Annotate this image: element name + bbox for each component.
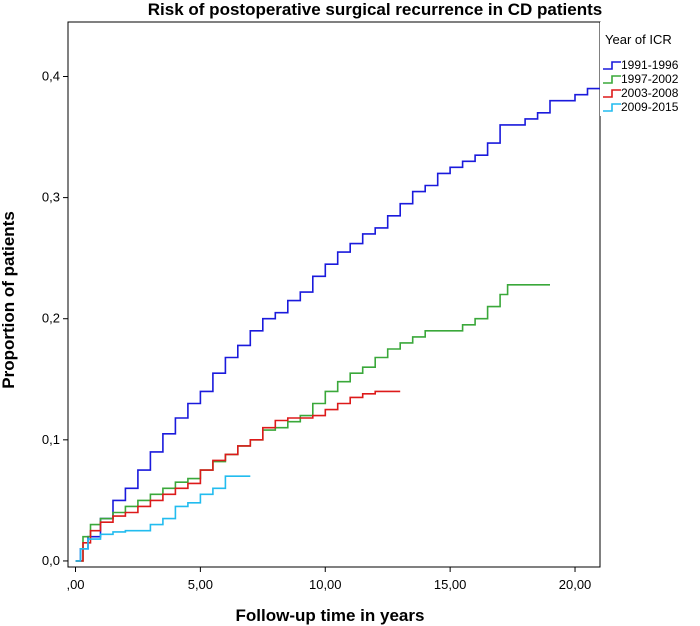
legend-item-label: 1991-1996 [621, 58, 679, 72]
legend-swatch [603, 103, 621, 112]
y-tick-label: 0,2 [42, 311, 60, 326]
legend-item-label: 1997-2002 [621, 72, 679, 86]
plot-frame [67, 21, 601, 568]
legend-item-label: 2003-2008 [621, 86, 679, 100]
chart-title: Risk of postoperative surgical recurrenc… [147, 0, 603, 19]
x-tick-label: 5,00 [188, 577, 213, 592]
x-tick-label: 20,00 [559, 577, 592, 592]
series-line-2003-2008 [75, 390, 401, 562]
series-line-1991-1996 [75, 87, 600, 562]
legend-item-label: 2009-2015 [621, 100, 679, 114]
y-tick-label: 0,1 [42, 432, 60, 447]
series-line-1997-2002 [75, 284, 550, 562]
legend-box [600, 22, 700, 116]
y-tick-label: 0,4 [42, 69, 60, 84]
y-tick-label: 0,0 [42, 553, 60, 568]
x-tick-label: 10,00 [309, 577, 342, 592]
y-axis-label: Proportion of patients [0, 211, 18, 389]
x-axis-label: Follow-up time in years [236, 606, 425, 625]
legend-swatch [603, 89, 621, 98]
axis-ticks: ,00 5,00 10,00 15,00 20,00 0,0 0,1 0,2 0,3 0,4 [42, 69, 591, 593]
x-tick-label: ,00 [66, 577, 84, 592]
legend-swatch [603, 61, 621, 70]
series-layer [75, 87, 600, 562]
series-line-2009-2015 [75, 475, 251, 562]
legend-title: Year of ICR [605, 32, 672, 47]
legend: Year of ICR 1991-19961997-20022003-200820… [600, 22, 700, 116]
y-tick-label: 0,3 [42, 190, 60, 205]
legend-swatch [603, 75, 621, 84]
x-tick-label: 15,00 [434, 577, 467, 592]
